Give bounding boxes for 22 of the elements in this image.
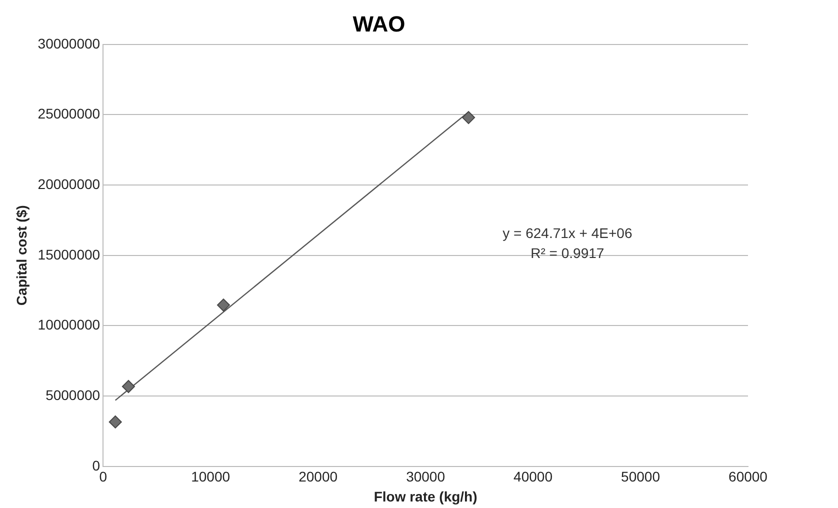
x-tick-label: 60000 [728,468,768,485]
y-tick-label: 5000000 [46,386,100,403]
y-tick-label: 0 [92,457,100,474]
y-axis-title: Capital cost ($) [13,205,30,306]
y-tick-label: 30000000 [38,35,100,52]
x-tick-label: 30000 [406,468,446,485]
point [216,298,230,312]
x-tick-label: 20000 [298,468,338,485]
x-tick-label: 50000 [621,468,660,485]
point [108,415,122,428]
y-tick-label: 25000000 [38,106,100,122]
annotation: R² = 0.9917 [530,245,604,262]
x-tick-label: 10000 [191,468,230,485]
point [122,380,135,393]
chart-title: WAO [352,11,406,36]
point [462,111,476,124]
y-tick-label: 20000000 [38,176,100,192]
y-tick-label: 15000000 [38,246,100,262]
y-tick-label: 10000000 [38,316,100,333]
x-tick-label: 40000 [514,468,553,485]
annotation: y = 624.71x + 4E+06 [502,225,632,242]
x-axis-title: Flow rate (kg/h) [374,488,478,504]
